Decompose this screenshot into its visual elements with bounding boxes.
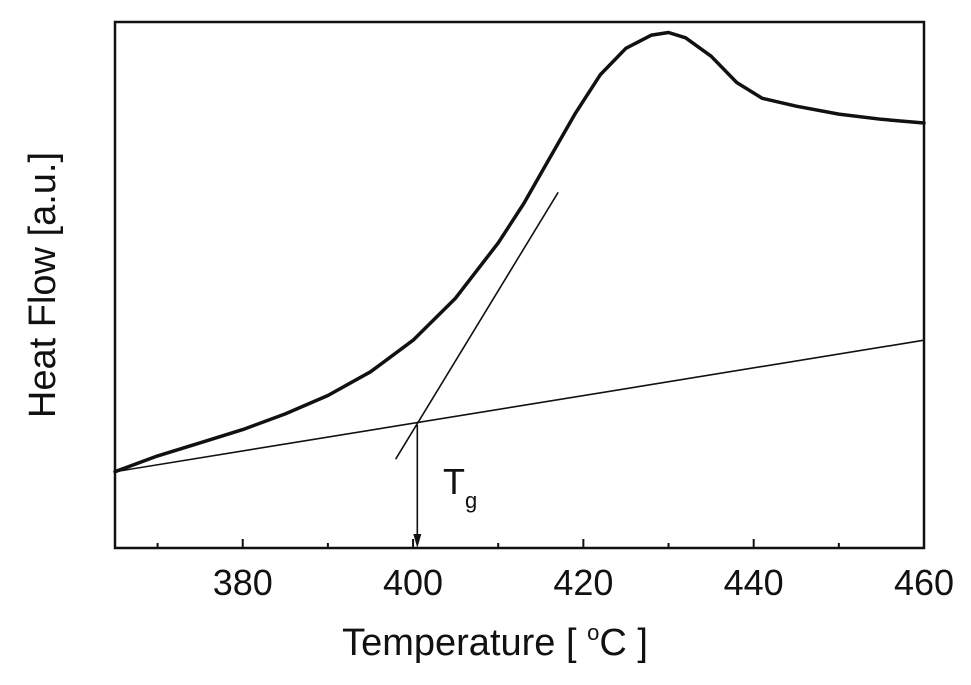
tg-annotation-sub: g	[465, 488, 477, 513]
tg-arrow-head	[413, 534, 422, 548]
x-tick-label: 460	[894, 562, 954, 603]
dsc-curve-line	[113, 30, 926, 474]
x-tick-label: 440	[724, 562, 784, 603]
baseline-tangent-line	[114, 339, 925, 473]
inflection-tangent-line	[395, 192, 559, 460]
x-axis-title: Temperature [ oC ]	[342, 620, 648, 664]
x-axis-title-main: Temperature [	[342, 622, 587, 664]
x-tick-label: 380	[213, 562, 273, 603]
tg-annotation: Tg	[443, 461, 477, 513]
tg-annotation-main: T	[443, 461, 465, 502]
plot-frame	[113, 20, 926, 550]
x-axis-ticks: 380 400 420 440 460	[156, 539, 954, 603]
y-axis-title: Heat Flow [a.u.]	[22, 152, 64, 418]
plot-content	[113, 30, 926, 548]
x-axis-title-degree: o	[587, 620, 599, 645]
x-axis-title-unit: C ]	[599, 622, 648, 664]
x-tick-label: 420	[553, 562, 613, 603]
x-tick-label: 400	[383, 562, 443, 603]
